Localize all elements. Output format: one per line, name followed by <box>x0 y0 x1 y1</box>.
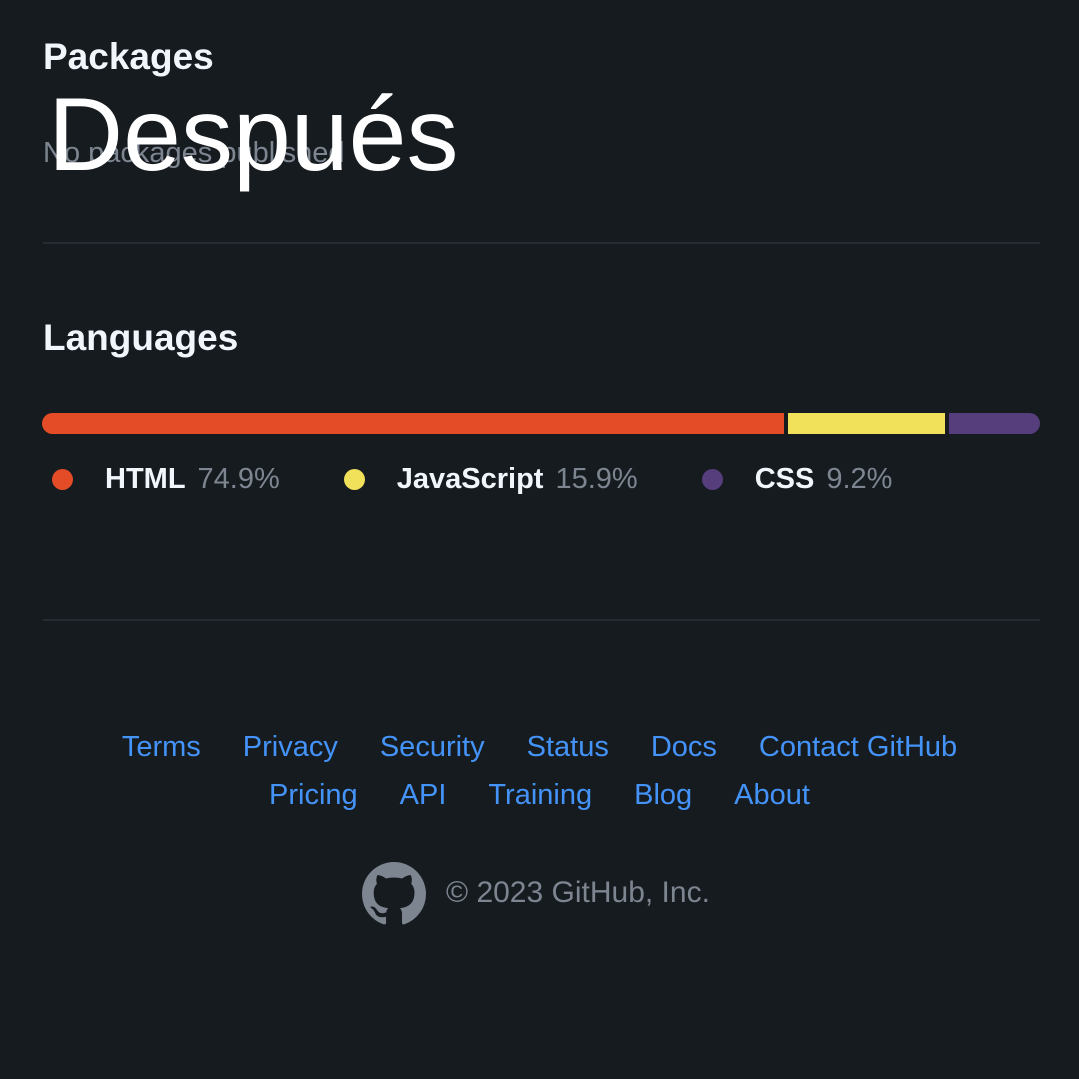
divider <box>43 619 1040 621</box>
bar-segment <box>948 413 1040 434</box>
legend-dot <box>701 468 723 490</box>
footer-link[interactable]: Docs <box>650 731 717 763</box>
packages-empty: No packages published <box>43 137 345 169</box>
footer-link[interactable]: Pricing <box>269 779 358 811</box>
bar-segment <box>787 413 945 434</box>
legend-dot <box>343 468 365 490</box>
footer-links: Pricing API Training Blog About <box>0 779 1079 812</box>
footer-link[interactable]: About <box>734 779 810 811</box>
language-name: HTML <box>105 462 186 495</box>
copyright: © 2023 GitHub, Inc. <box>446 876 710 909</box>
language-name: CSS <box>754 462 815 495</box>
legend-item: JavaScript 15.9% <box>343 462 638 496</box>
packages-title: Packages <box>43 36 214 77</box>
footer-link[interactable]: API <box>399 779 447 811</box>
footer-link[interactable]: Status <box>526 731 609 763</box>
divider <box>43 242 1040 244</box>
language-bar <box>42 413 1040 434</box>
github-logo <box>362 862 426 925</box>
language-percent: 74.9% <box>197 462 280 495</box>
footer-link[interactable]: Training <box>488 779 593 811</box>
languages-title: Languages <box>43 317 239 358</box>
footer-link[interactable]: Security <box>379 731 485 763</box>
legend-item: CSS 9.2% <box>701 462 893 496</box>
language-percent: 9.2% <box>826 462 893 495</box>
language-percent: 15.9% <box>555 462 638 495</box>
footer-link[interactable]: Terms <box>121 731 201 763</box>
overlay-caption: Después <box>48 77 459 193</box>
legend-item: HTML 74.9% <box>52 463 280 496</box>
footer-links: Terms Privacy Security Status Docs Contact Gi… <box>0 731 1079 764</box>
language-legend: HTML 74.9% JavaScript 15.9% CSS 9.2% <box>52 460 956 498</box>
language-name: JavaScript <box>396 462 544 495</box>
bar-segment <box>42 413 784 434</box>
footer-link[interactable]: Blog <box>634 779 693 811</box>
legend-dot <box>52 468 73 490</box>
footer-link[interactable]: Contact GitHub <box>758 731 958 763</box>
footer-link[interactable]: Privacy <box>242 731 338 763</box>
